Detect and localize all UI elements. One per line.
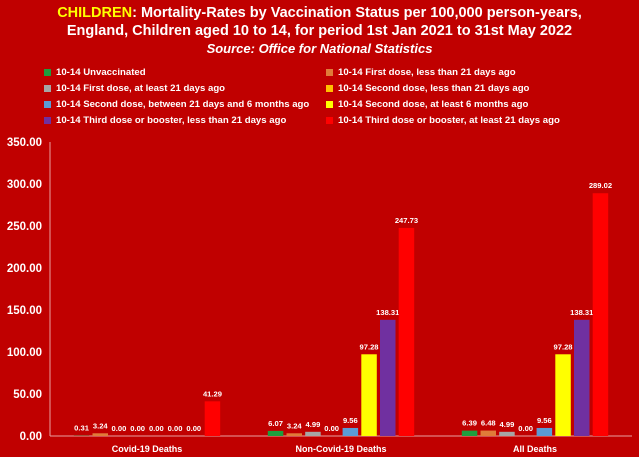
legend-label: 10-14 Third dose or booster, at least 21…	[338, 115, 560, 126]
bar	[574, 319, 590, 436]
y-tick-label: 250.00	[7, 221, 42, 233]
data-label: 0.00	[324, 424, 339, 433]
bar	[342, 427, 359, 436]
data-label: 97.28	[360, 342, 379, 351]
legend-label: 10-14 First dose, less than 21 days ago	[338, 67, 516, 78]
legend-label: 10-14 Second dose, at least 6 months ago	[338, 99, 529, 110]
bar	[305, 431, 321, 436]
data-label: 0.00	[130, 424, 145, 433]
data-label: 9.56	[537, 416, 552, 425]
bar	[204, 401, 221, 436]
bar	[480, 430, 496, 436]
bar	[499, 431, 515, 436]
bar	[555, 354, 571, 436]
bar	[380, 319, 396, 436]
data-label: 0.00	[112, 424, 127, 433]
data-label: 0.00	[168, 424, 183, 433]
title-line-2: England, Children aged 10 to 14, for per…	[66, 23, 573, 39]
bar	[398, 227, 415, 436]
legend-swatch	[326, 117, 333, 124]
bar	[92, 433, 108, 436]
legend-swatch	[44, 117, 51, 124]
bar	[461, 430, 478, 436]
legend-item: 10-14 First dose, at least 21 days ago	[44, 82, 326, 95]
legend-label: 10-14 Second dose, between 21 days and 6…	[56, 99, 310, 110]
x-category-label: Non-Covid-19 Deaths	[295, 444, 386, 454]
legend-swatch	[44, 101, 51, 108]
y-tick-label: 300.00	[7, 179, 42, 191]
legend-label: 10-14 Unvaccinated	[56, 67, 146, 78]
chart-legend: 10-14 Unvaccinated 10-14 First dose, less…	[44, 66, 604, 127]
legend-item: 10-14 Unvaccinated	[44, 66, 326, 79]
legend-swatch	[44, 69, 51, 76]
legend-swatch	[326, 101, 333, 108]
legend-swatch	[326, 69, 333, 76]
data-label: 0.00	[149, 424, 164, 433]
title-highlight: CHILDREN	[57, 5, 133, 21]
x-category-label: Covid-19 Deaths	[112, 444, 183, 454]
data-label: 4.99	[306, 420, 321, 429]
data-label: 4.99	[500, 420, 515, 429]
y-tick-label: 100.00	[7, 347, 42, 359]
y-tick-label: 50.00	[13, 389, 42, 401]
x-category-label: All Deaths	[513, 444, 557, 454]
data-label: 9.56	[343, 416, 358, 425]
title-line-1: : Mortality-Rates by Vaccination Status …	[132, 5, 582, 21]
y-tick-label: 150.00	[7, 305, 42, 317]
y-tick-label: 350.00	[7, 137, 42, 149]
data-label: 41.29	[203, 389, 222, 398]
legend-label: 10-14 Second dose, less than 21 days ago	[338, 83, 530, 94]
legend-label: 10-14 Third dose or booster, less than 2…	[56, 115, 287, 126]
chart-title: CHILDREN: Mortality-Rates by Vaccination…	[0, 4, 639, 58]
data-label: 289.02	[589, 181, 612, 190]
bar	[267, 430, 284, 436]
legend-item: 10-14 First dose, less than 21 days ago	[326, 66, 604, 79]
legend-item: 10-14 Second dose, less than 21 days ago	[326, 82, 604, 95]
data-label: 6.48	[481, 419, 496, 428]
data-label: 0.00	[518, 424, 533, 433]
bar	[536, 427, 553, 436]
legend-item: 10-14 Third dose or booster, at least 21…	[326, 114, 604, 127]
bar	[592, 193, 609, 436]
data-label: 3.24	[287, 421, 303, 430]
data-label: 138.31	[570, 308, 594, 317]
bar	[286, 433, 302, 436]
legend-item: 10-14 Third dose or booster, less than 2…	[44, 114, 326, 127]
y-tick-label: 0.00	[20, 431, 42, 443]
legend-label: 10-14 First dose, at least 21 days ago	[56, 83, 226, 94]
data-label: 97.28	[554, 342, 573, 351]
data-label: 0.00	[186, 424, 201, 433]
bar	[361, 354, 377, 436]
legend-item: 10-14 Second dose, at least 6 months ago	[326, 98, 604, 111]
data-label: 247.73	[395, 216, 418, 225]
data-label: 0.31	[74, 424, 90, 433]
data-label: 3.24	[93, 421, 109, 430]
legend-swatch	[44, 85, 51, 92]
chart-source: Source: Office for National Statistics	[206, 41, 433, 56]
legend-item: 10-14 Second dose, between 21 days and 6…	[44, 98, 326, 111]
data-label: 138.31	[376, 308, 400, 317]
data-label: 6.39	[462, 419, 477, 428]
y-tick-label: 200.00	[7, 263, 42, 275]
data-label: 6.07	[268, 419, 283, 428]
legend-swatch	[326, 85, 333, 92]
